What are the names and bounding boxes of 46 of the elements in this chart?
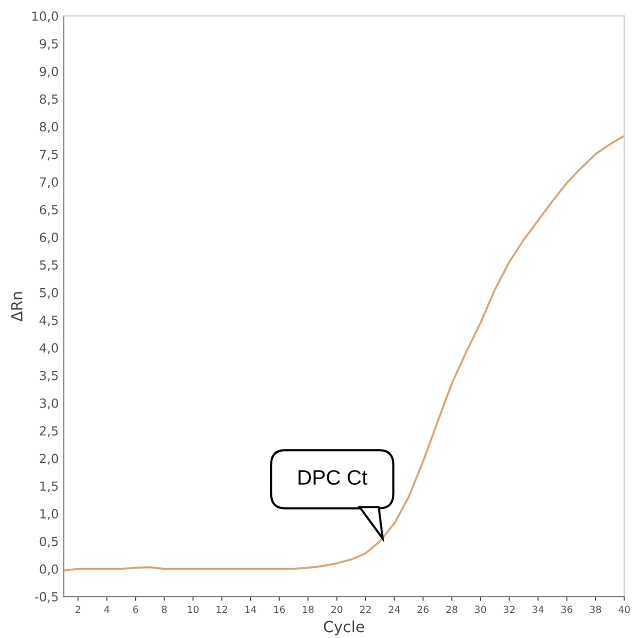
x-tick-label: 14 (245, 606, 256, 613)
y-tick-label: 1,0 (40, 509, 58, 520)
y-tick-label: 9,5 (40, 39, 58, 50)
x-tick-label: 6 (133, 606, 138, 614)
x-tick-label: 24 (388, 606, 400, 613)
x-axis-title: Cycle (324, 620, 364, 636)
x-tick-label: 4 (104, 606, 110, 613)
y-tick-label: 0,0 (40, 564, 58, 576)
x-tick-label: 36 (561, 606, 572, 614)
y-tick-label: 6,5 (40, 204, 58, 216)
y-tick-label: 4,5 (40, 316, 58, 326)
x-tick-label: 28 (446, 606, 458, 614)
x-tick-label: 8 (162, 606, 167, 614)
x-tick-label: 34 (532, 606, 544, 614)
y-axis-title: ΔRn (11, 292, 22, 322)
y-tick-label: 5,5 (40, 260, 58, 271)
x-tick-label: 18 (302, 606, 314, 614)
x-tick-label: 32 (504, 606, 514, 614)
x-tick-label: 10 (188, 606, 199, 614)
x-tick-label: 16 (274, 606, 285, 614)
y-tick-label: 1,5 (40, 482, 58, 492)
y-tick-label: 5,0 (40, 288, 58, 299)
y-tick-label: 2,5 (40, 426, 58, 437)
y-tick-label: 9,0 (40, 66, 58, 78)
annotation: DPC Ct (298, 470, 368, 485)
x-tick-label: 22 (360, 606, 371, 613)
x-tick-label: 40 (618, 606, 630, 614)
y-tick-label: 4,0 (40, 343, 58, 354)
line-series (64, 134, 624, 572)
y-tick-label: -0,5 (35, 592, 58, 603)
y-tick-label: 2,0 (40, 454, 58, 464)
x-tick-label: 38 (590, 606, 602, 614)
y-tick-label: 3,0 (40, 398, 58, 410)
y-tick-label: 8,0 (40, 122, 58, 133)
y-tick-label: 0,5 (40, 536, 58, 548)
y-tick-label: 8,5 (40, 94, 58, 106)
x-tick-label: 30 (475, 606, 486, 614)
y-tick-label: 7,5 (40, 150, 58, 160)
x-tick-label: 2 (76, 606, 80, 613)
y-tick-label: 10,0 (32, 11, 58, 22)
x-tick-label: 26 (418, 606, 429, 614)
y-tick-label: 6,0 (40, 232, 58, 244)
y-tick-label: 7,0 (40, 177, 58, 188)
x-tick-label: 20 (331, 606, 342, 614)
x-tick-label: 12 (216, 606, 228, 613)
y-tick-label: 3,5 (40, 370, 58, 382)
